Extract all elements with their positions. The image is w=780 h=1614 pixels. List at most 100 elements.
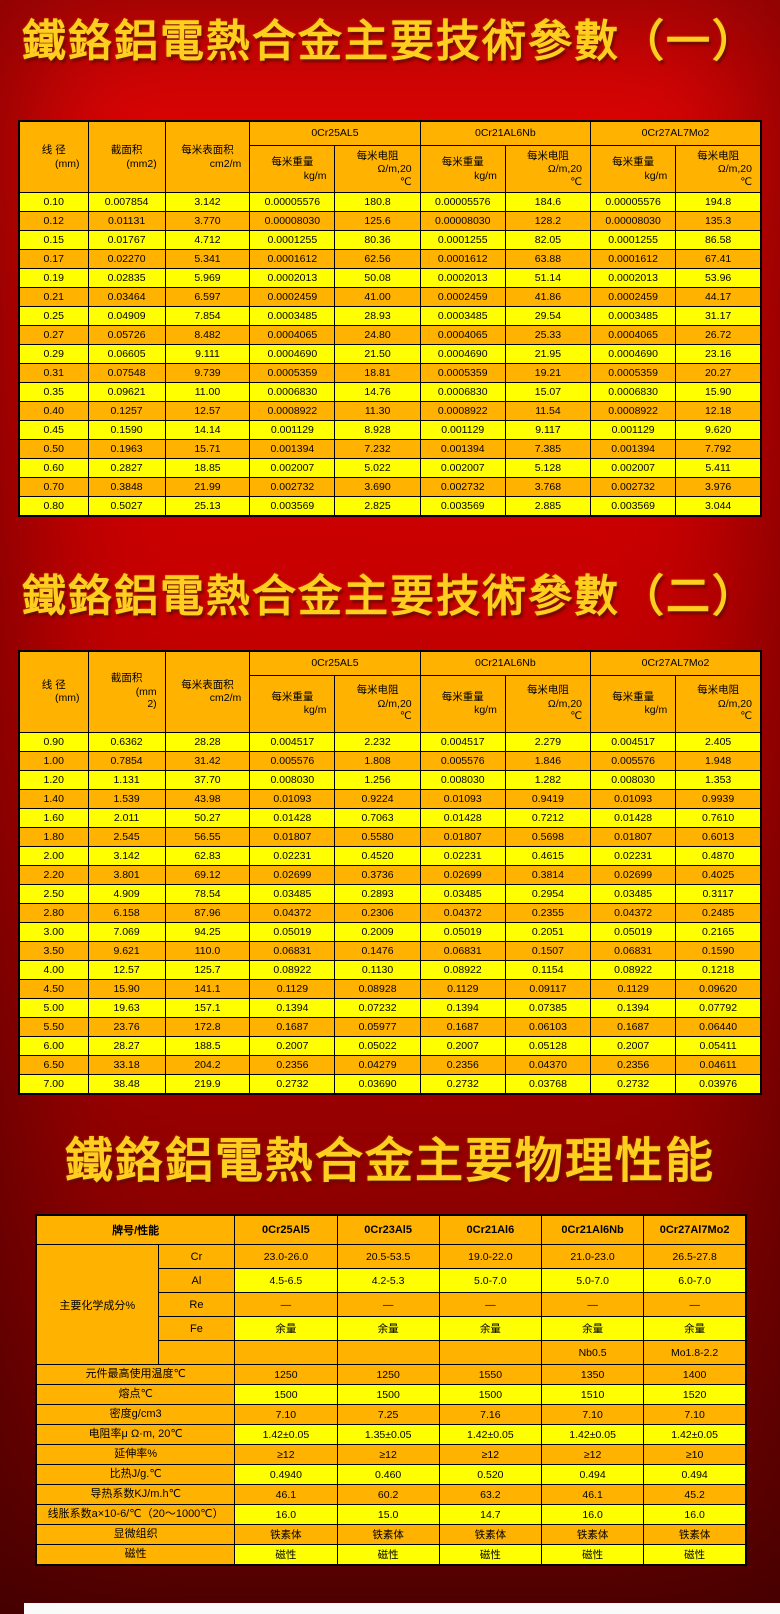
- col-header-wire-diameter: 线 径 (mm): [18, 120, 89, 194]
- chem-value: —: [336, 1292, 440, 1318]
- col-header-resistance: 每米电阻 Ω/m,20 ℃: [334, 145, 421, 194]
- table-cell: 0.3736: [334, 864, 421, 885]
- table-cell: 0.15: [18, 230, 89, 251]
- table-row: 0.31 0.07548 9.739 0.0005359 18.81 0.0005359 1…: [18, 363, 762, 384]
- table-cell: 0.80: [18, 496, 89, 517]
- table-cell: 0.31: [18, 363, 89, 384]
- table-cell: 12.18: [675, 401, 762, 422]
- table-cell: 0.04372: [249, 902, 336, 923]
- chem-value: 4.2-5.3: [336, 1268, 440, 1294]
- property-label: 密度g/cm3: [35, 1404, 236, 1426]
- table-cell: 0.04372: [419, 902, 506, 923]
- property-value: 1.42±0.05: [540, 1424, 645, 1446]
- chem-row: 主要化学成分% Cr 23.0-26.0 20.5-53.5 19.0-22.0 21.0…: [35, 1244, 747, 1366]
- table-cell: 0.3848: [87, 477, 166, 498]
- table-cell: 125.6: [334, 211, 421, 232]
- table-cell: 0.00005576: [590, 192, 677, 213]
- col-header-unit: (mm2): [126, 157, 157, 170]
- table-cell: 2.279: [504, 731, 592, 752]
- property-value: ≥12: [234, 1444, 338, 1466]
- table-cell: 0.2356: [249, 1054, 336, 1075]
- col-header-resistance: 每米电阻 Ω/m,20 ℃: [334, 674, 421, 733]
- table-cell: 0.01093: [419, 788, 506, 809]
- table-cell: 53.96: [675, 268, 762, 289]
- table-row: 0.45 0.1590 14.14 0.001129 8.928 0.001129 9.11…: [18, 420, 762, 441]
- chem-value: —: [540, 1292, 645, 1318]
- table-cell: 9.621: [87, 940, 166, 961]
- table-cell: 87.96: [164, 902, 251, 923]
- table-cell: 0.04372: [590, 902, 677, 923]
- table-cell: 0.07232: [334, 997, 421, 1018]
- page-bottom-edge: [24, 1603, 780, 1614]
- table-cell: 62.56: [334, 249, 421, 270]
- table-cell: 0.002732: [419, 477, 506, 498]
- table-cell: 0.2732: [249, 1073, 336, 1095]
- chem-value: 6.0-7.0: [643, 1268, 747, 1294]
- chem-value: 余量: [540, 1316, 645, 1342]
- table-cell: 18.85: [164, 458, 251, 479]
- chem-value: 19.0-22.0: [438, 1244, 542, 1270]
- table-cell: 0.1687: [249, 1016, 336, 1037]
- chem-value: —: [234, 1292, 338, 1318]
- table-cell: 0.06831: [249, 940, 336, 961]
- col-header-weight: 每米重量 kg/m: [590, 145, 677, 194]
- table-row: 0.21 0.03464 6.597 0.0002459 41.00 0.0002459 4…: [18, 287, 762, 308]
- table-cell: 21.50: [334, 344, 421, 365]
- table-cell: 1.40: [18, 788, 89, 809]
- table-cell: 0.0005359: [249, 363, 336, 384]
- table-cell: 44.17: [675, 287, 762, 308]
- table-cell: 0.05022: [334, 1035, 421, 1056]
- table-cell: 0.03690: [334, 1073, 421, 1095]
- table-cell: 0.07385: [504, 997, 592, 1018]
- table-cell: 28.93: [334, 306, 421, 327]
- table-cell: 5.00: [18, 997, 89, 1018]
- table-cell: 69.12: [164, 864, 251, 885]
- table-cell: 0.003569: [590, 496, 677, 517]
- table-cell: 0.0002459: [419, 287, 506, 308]
- table-cell: 0.0001255: [419, 230, 506, 251]
- chem-value: [336, 1340, 440, 1366]
- property-value: 1.42±0.05: [234, 1424, 338, 1446]
- table-cell: 1.808: [334, 750, 421, 771]
- table-cell: 25.33: [504, 325, 592, 346]
- table-cell: 2.232: [334, 731, 421, 752]
- table-cell: 5.50: [18, 1016, 89, 1037]
- table-cell: 11.00: [164, 382, 251, 403]
- table-cell: 0.02231: [590, 845, 677, 866]
- col-header-resistance: 每米电阻 Ω/m,20 ℃: [675, 674, 762, 733]
- table-cell: 0.1394: [590, 997, 677, 1018]
- table-cell: 0.2007: [419, 1035, 506, 1056]
- table-row: 0.80 0.5027 25.13 0.003569 2.825 0.003569 2.88…: [18, 496, 762, 517]
- page-title-physical: 鐵鉻鋁電熱合金主要物理性能: [64, 1132, 715, 1189]
- table-cell: 0.60: [18, 458, 89, 479]
- params-table-1: 线 径 (mm) 截面积 (mm2) 每米表面积 cm2/m 0Cr25AL5 …: [18, 120, 762, 518]
- col-header-weight: 每米重量 kg/m: [419, 674, 506, 733]
- table-cell: 1.539: [87, 788, 166, 809]
- table-cell: 2.825: [334, 496, 421, 517]
- table-cell: 0.08922: [419, 959, 506, 980]
- table-cell: 28.28: [164, 731, 251, 752]
- table-cell: 56.55: [164, 826, 251, 847]
- table-cell: 0.9224: [334, 788, 421, 809]
- table-cell: 0.0004065: [419, 325, 506, 346]
- table-cell: 0.7610: [675, 807, 762, 828]
- table-cell: 0.25: [18, 306, 89, 327]
- table-row: 0.10 0.007854 3.142 0.00005576 180.8 0.000055…: [18, 192, 762, 213]
- table-cell: 62.83: [164, 845, 251, 866]
- table-cell: 0.2306: [334, 902, 421, 923]
- table-cell: 0.0001255: [249, 230, 336, 251]
- table-cell: 0.40: [18, 401, 89, 422]
- table-cell: 0.001394: [249, 439, 336, 460]
- table-cell: 0.001129: [590, 420, 677, 441]
- table-cell: 0.03485: [419, 883, 506, 904]
- table-cell: 0.0004690: [249, 344, 336, 365]
- table-cell: 15.07: [504, 382, 592, 403]
- table-cell: 1.846: [504, 750, 592, 771]
- table-row: 0.27 0.05726 8.482 0.0004065 24.80 0.0004065 2…: [18, 325, 762, 346]
- alloy-header-0cr27al7mo2: 0Cr27AL7Mo2: [590, 120, 762, 147]
- alloy-group-row: 线 径 (mm) 截面积 (mm 2) 每米表面积 cm2/m 0Cr25AL5…: [18, 650, 762, 733]
- table-cell: 0.2732: [419, 1073, 506, 1095]
- table-cell: 1.131: [87, 769, 166, 790]
- table-cell: 0.01428: [419, 807, 506, 828]
